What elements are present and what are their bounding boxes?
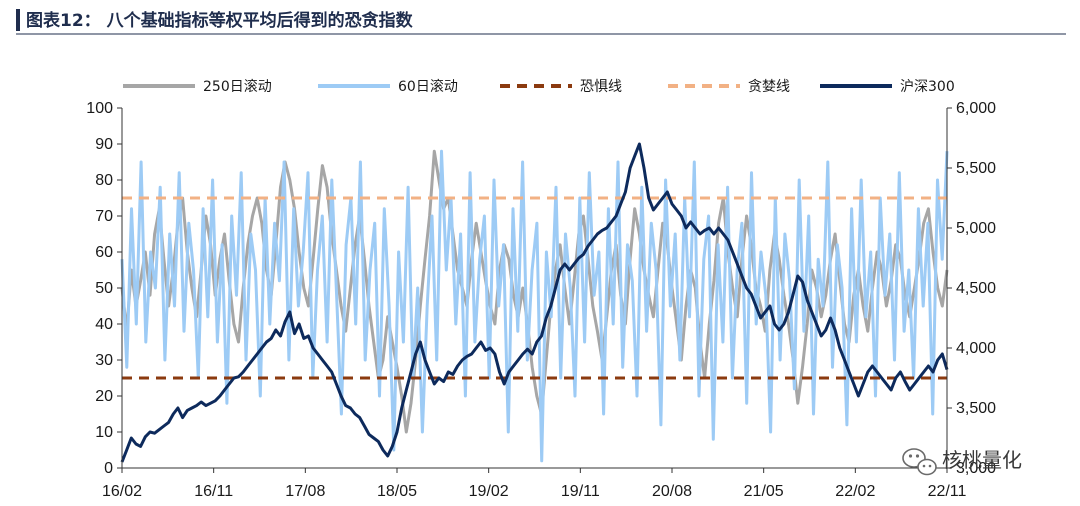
y-left-tick-label: 10	[95, 424, 113, 441]
legend: 250日滚动 60日滚动 恐惧线 贪婪线 沪深300	[123, 78, 955, 95]
y-left-tick-label: 70	[95, 208, 113, 225]
x-tick-label: 19/02	[469, 483, 509, 500]
y-left-tick-label: 90	[95, 136, 113, 153]
x-tick-label: 22/11	[928, 483, 967, 500]
y-left-tick-label: 30	[95, 352, 113, 369]
series-1-line	[120, 149, 949, 463]
legend-label: 贪婪线	[748, 79, 790, 95]
watermark: 核桃量化	[902, 448, 1022, 476]
watermark-text: 核桃量化	[942, 448, 1022, 472]
legend-label: 沪深300	[900, 79, 955, 95]
y-right-tick-label: 6,000	[956, 100, 996, 117]
y-left-tick-label: 60	[95, 244, 113, 261]
x-tick-label: 16/11	[194, 483, 233, 500]
x-tick-label: 16/02	[102, 483, 142, 500]
plot-area: 0 10 20 30 40 50 60 70 80 90 100 3,000 3,500 4,000 4,5…	[86, 100, 996, 500]
x-tick-label: 17/08	[285, 483, 325, 500]
y-right-tick-label: 4,000	[956, 340, 996, 357]
legend-label: 250日滚动	[203, 78, 272, 95]
y-left-tick-label: 20	[95, 388, 113, 405]
y-left-tick-label: 100	[86, 100, 113, 117]
y-right-tick-label: 3,500	[956, 400, 996, 417]
y-right-tick-label: 5,500	[956, 160, 996, 177]
y-left-tick-label: 40	[95, 316, 113, 333]
x-tick-label: 18/05	[377, 483, 417, 500]
wechat-icon	[902, 448, 937, 476]
legend-label: 恐惧线	[580, 79, 622, 95]
y-right-tick-label: 3,000	[956, 460, 996, 477]
y-left-tick-label: 50	[95, 280, 113, 297]
y-left-tick-label: 0	[104, 460, 113, 477]
y-left-tick-label: 80	[95, 172, 113, 189]
x-tick-label: 22/02	[835, 483, 875, 500]
series-4-line	[120, 142, 949, 463]
x-tick-label: 21/05	[744, 483, 784, 500]
chart-title: 图表12： 八个基础指标等权平均后得到的恐贪指数	[26, 10, 414, 31]
legend-label: 60日滚动	[398, 78, 458, 95]
y-right-tick-label: 4,500	[956, 280, 996, 297]
y-right-tick-label: 5,000	[956, 220, 996, 237]
title-marker	[16, 9, 20, 31]
x-tick-label: 19/11	[561, 483, 600, 500]
x-tick-label: 20/08	[652, 483, 692, 500]
